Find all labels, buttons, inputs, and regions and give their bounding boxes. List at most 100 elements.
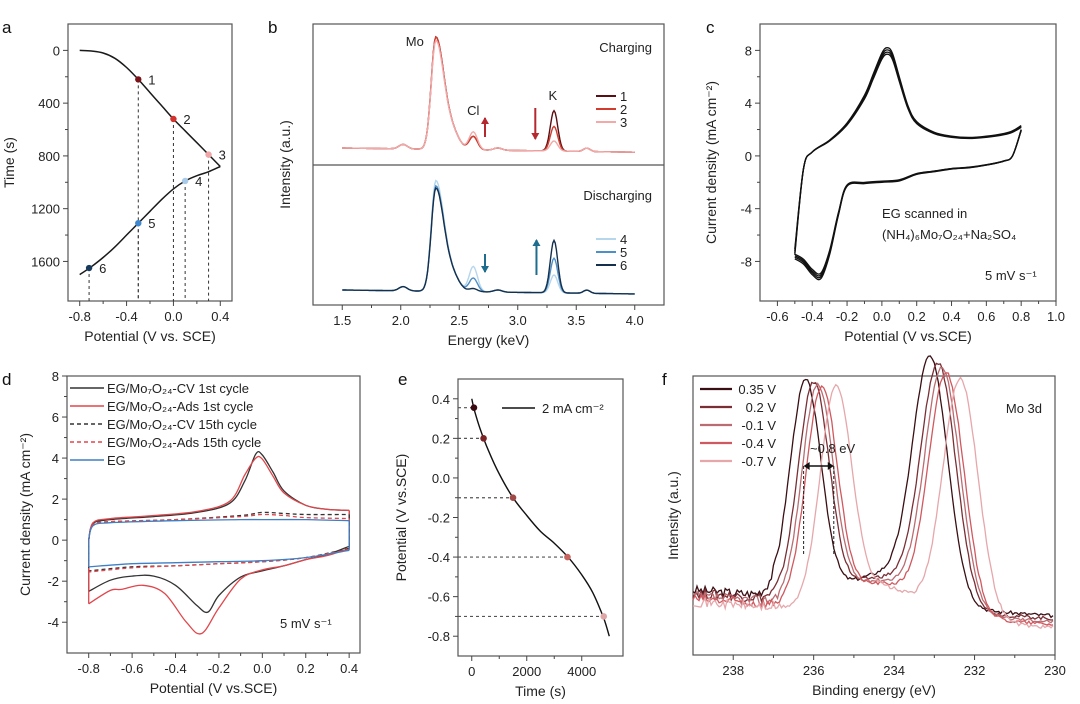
- legend-label: EG/Mo₇O₂₄-Ads 15th cycle: [107, 435, 261, 450]
- scan-rate-label: 5 mV s⁻¹: [280, 616, 332, 631]
- peak-label: Mo: [406, 34, 424, 49]
- data-point: [480, 435, 487, 442]
- y-tick-label: 0: [52, 533, 59, 548]
- data-point: [85, 264, 93, 272]
- y-tick-label: 0.0: [432, 471, 450, 486]
- y-axis-label: Current density (mA cm⁻²): [703, 81, 719, 244]
- y-axis-label: Time (s): [1, 137, 17, 188]
- legend-label: 3: [620, 115, 627, 130]
- annotation: EG scanned in: [882, 206, 967, 221]
- y-tick-label: 1200: [31, 202, 60, 217]
- x-tick-label: 238: [722, 663, 744, 678]
- x-axis-label: Potential (V vs. SCE): [84, 328, 216, 344]
- discharge-curve: [79, 165, 221, 276]
- peak-label: K: [549, 88, 558, 103]
- point-label: 1: [148, 72, 155, 87]
- y-tick-label: 6: [52, 410, 59, 425]
- plot-frame: [759, 23, 1057, 302]
- xps-spectrum: [692, 372, 1054, 626]
- legend-label: -0.4 V: [741, 436, 776, 451]
- panel-c: c -0.6 -0.4 -0.2 0.0 0.2 0.4 0.6 0.8 1.0 Potential…: [703, 18, 1065, 344]
- data-point: [170, 115, 177, 123]
- subpanel-title: Discharging: [583, 188, 652, 203]
- cv-cathodic-sweep: [794, 130, 1022, 275]
- y-tick-label: 4: [745, 96, 752, 111]
- x-tick-label: 0.4: [340, 661, 358, 676]
- x-tick-label: 0.0: [253, 661, 271, 676]
- panel-letter: c: [706, 18, 715, 37]
- annotation: (NH₄)₆Mo₇O₂₄+Na₂SO₄: [882, 227, 1016, 242]
- x-tick-label: -0.6: [766, 309, 788, 324]
- cv-curve-upper: [88, 513, 350, 541]
- cv-curve-upper: [88, 450, 350, 541]
- y-tick-label: 8: [745, 43, 752, 58]
- data-point: [135, 76, 142, 83]
- plot-frame: [67, 23, 233, 302]
- shift-annotation: ~0.8 eV: [810, 441, 856, 456]
- point-label: 5: [148, 216, 155, 231]
- y-tick-label: -8: [740, 254, 752, 269]
- spectrum-line: [342, 39, 635, 153]
- legend-label: 5: [620, 245, 627, 260]
- y-tick-label: 0.4: [432, 392, 450, 407]
- x-tick-label: -0.2: [836, 309, 858, 324]
- x-tick-label: 2000: [512, 664, 541, 679]
- x-tick-label: -0.4: [164, 661, 186, 676]
- y-axis-label: Intensity (a.u.): [665, 471, 681, 560]
- legend-label: EG/Mo₇O₂₄-Ads 1st cycle: [107, 399, 253, 414]
- point-label: 4: [195, 174, 202, 189]
- point-label: 6: [99, 261, 106, 276]
- x-tick-label: -0.2: [208, 661, 230, 676]
- y-tick-label: 1600: [31, 254, 60, 269]
- legend-label: 2 mA cm⁻²: [542, 401, 604, 416]
- x-tick-label: 4.0: [626, 313, 644, 328]
- plot-frame: [66, 375, 361, 654]
- cv-curve-lower: [88, 549, 350, 568]
- xps-spectrum: [693, 376, 1054, 629]
- y-tick-label: 800: [38, 149, 60, 164]
- cv-curve-lower: [88, 548, 350, 573]
- panel-letter: b: [268, 18, 277, 37]
- spectrum-line: [342, 35, 635, 153]
- cv-curve-upper: [88, 511, 350, 541]
- x-tick-label: 4000: [567, 664, 596, 679]
- y-tick-label: -0.6: [428, 590, 450, 605]
- x-tick-label: 234: [883, 663, 905, 678]
- data-point: [600, 613, 608, 620]
- y-tick-label: 0: [745, 149, 752, 164]
- arrow-left-icon: [803, 462, 810, 470]
- x-tick-label: -0.4: [801, 309, 823, 324]
- x-tick-label: 0.6: [977, 309, 995, 324]
- plot-frame: [457, 378, 624, 657]
- x-tick-label: -0.8: [78, 661, 100, 676]
- legend-label: 4: [620, 232, 627, 247]
- legend-label: 0.2 V: [746, 400, 777, 415]
- y-tick-label: 0.2: [432, 431, 450, 446]
- legend-label: 2: [620, 102, 627, 117]
- x-axis-label: Energy (keV): [448, 332, 530, 348]
- arrow-right-icon: [827, 462, 834, 470]
- plot-frame: [692, 375, 1056, 656]
- y-tick-label: -0.4: [428, 550, 450, 565]
- y-tick-label: 8: [52, 369, 59, 384]
- x-axis-label: Time (s): [515, 683, 566, 699]
- x-tick-label: 0.2: [297, 661, 315, 676]
- legend-label: EG/Mo₇O₂₄-CV 15th cycle: [107, 417, 257, 432]
- cv-anodic-sweep: [794, 51, 1022, 251]
- y-tick-label: -0.2: [428, 511, 450, 526]
- panel-b: b 1.5 2.0 2.5 3.0 3.5 4.0 Energy (keV) Intensity…: [268, 18, 665, 348]
- scan-rate-label: 5 mV s⁻¹: [985, 268, 1037, 283]
- x-tick-label: 0.0: [873, 309, 891, 324]
- x-tick-label: 230: [1044, 663, 1066, 678]
- x-tick-label: -0.6: [121, 661, 143, 676]
- data-point: [509, 494, 517, 502]
- point-label: 3: [219, 148, 226, 163]
- cv-anodic-sweep: [794, 49, 1022, 253]
- x-tick-label: -0.4: [115, 309, 137, 324]
- x-tick-label: 2.5: [450, 313, 468, 328]
- x-tick-label: 2.0: [392, 313, 410, 328]
- x-tick-label: 3.0: [509, 313, 527, 328]
- y-tick-label: -4: [47, 615, 59, 630]
- y-tick-label: 2: [52, 492, 59, 507]
- y-tick-label: -0.8: [428, 629, 450, 644]
